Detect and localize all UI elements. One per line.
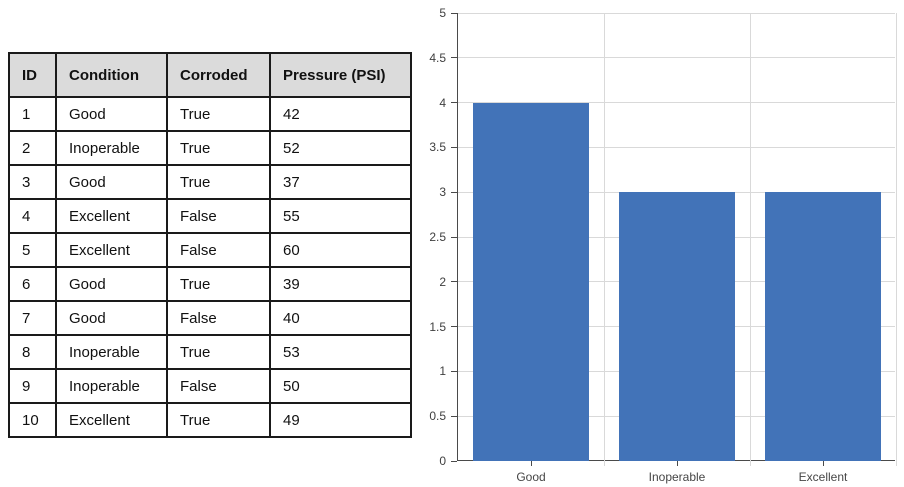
- table-row: 4 Excellent False 55: [8, 198, 412, 234]
- gridline-horizontal: [458, 57, 895, 59]
- table-cell: Excellent: [55, 402, 168, 438]
- table-cell: False: [166, 198, 271, 234]
- table-body: 1 Good True 42 2 Inoperable True 52 3 Good True 37 4…: [8, 96, 412, 438]
- table-cell: 37: [269, 164, 412, 200]
- table-cell: 55: [269, 198, 412, 234]
- table-cell: 10: [8, 402, 57, 438]
- y-axis-tick-label: 4: [439, 95, 446, 110]
- table-row: 2 Inoperable True 52: [8, 130, 412, 166]
- pressure-data-table: ID Condition Corroded Pressure (PSI) 1 Good T…: [8, 52, 412, 438]
- y-axis-tick-label: 0.5: [429, 409, 446, 424]
- x-axis-category-label: Good: [516, 470, 546, 484]
- table-row: 9 Inoperable False 50: [8, 368, 412, 404]
- table-cell: Good: [55, 96, 168, 132]
- y-axis-tick-label: 2: [439, 274, 446, 289]
- y-axis-tick: [450, 191, 457, 193]
- gridline-vertical: [603, 13, 605, 466]
- table-cell: 52: [269, 130, 412, 166]
- table-cell: 42: [269, 96, 412, 132]
- y-axis-tick: [450, 460, 457, 462]
- bar-excellent: [764, 192, 882, 461]
- table-row: 10 Excellent True 49: [8, 402, 412, 438]
- table-cell: 8: [8, 334, 57, 370]
- table-cell: 2: [8, 130, 57, 166]
- table-cell: False: [166, 368, 271, 404]
- table-cell: Inoperable: [55, 130, 168, 166]
- gridline-vertical: [749, 13, 751, 466]
- table-row: 1 Good True 42: [8, 96, 412, 132]
- bar-inoperable: [618, 192, 736, 461]
- table-cell: 3: [8, 164, 57, 200]
- y-axis-tick: [450, 281, 457, 283]
- table-cell: Inoperable: [55, 368, 168, 404]
- table-cell: 5: [8, 232, 57, 268]
- table-cell: False: [166, 232, 271, 268]
- column-header: Condition: [55, 52, 168, 98]
- gridline-horizontal: [458, 102, 895, 104]
- condition-bar-chart: 0 0.5 1 1.5 2 2.5 3 3.5 4 4.5 5 Good Inoperable Excel…: [427, 0, 904, 487]
- table-row: 7 Good False 40: [8, 300, 412, 336]
- table-cell: 1: [8, 96, 57, 132]
- y-axis-tick-label: 2.5: [429, 230, 446, 244]
- table-cell: Good: [55, 300, 168, 336]
- table-cell: 6: [8, 266, 57, 302]
- y-axis-tick-label: 1: [439, 364, 446, 379]
- gridline-horizontal: [458, 146, 895, 148]
- y-axis-tick: [450, 370, 457, 372]
- table-cell: True: [166, 130, 271, 166]
- y-axis-tick: [450, 326, 457, 328]
- y-axis-tick: [450, 102, 457, 104]
- chart-plot-area: 0 0.5 1 1.5 2 2.5 3 3.5 4 4.5 5 Good Inoperable Excel…: [429, 6, 897, 484]
- y-axis-tick-label: 4.5: [429, 50, 446, 65]
- table-cell: False: [166, 300, 271, 336]
- table-cell: True: [166, 266, 271, 302]
- column-header: ID: [8, 52, 57, 98]
- table-cell: True: [166, 96, 271, 132]
- x-axis-category-label: Excellent: [798, 470, 848, 484]
- y-axis-tick-label: 1.5: [429, 319, 446, 334]
- table-row: 5 Excellent False 60: [8, 232, 412, 268]
- table-cell: 39: [269, 266, 412, 302]
- table-header-row: ID Condition Corroded Pressure (PSI): [8, 52, 412, 98]
- table-cell: 7: [8, 300, 57, 336]
- y-axis-tick-label: 3: [439, 185, 446, 200]
- gridline-horizontal: [458, 12, 895, 14]
- table-cell: 50: [269, 368, 412, 404]
- x-axis-tick: [822, 461, 824, 466]
- table-cell: Inoperable: [55, 334, 168, 370]
- x-axis-tick: [530, 461, 532, 466]
- table-cell: 40: [269, 300, 412, 336]
- table-cell: Excellent: [55, 198, 168, 234]
- table-cell: Excellent: [55, 232, 168, 268]
- table-cell: 53: [269, 334, 412, 370]
- table-cell: 4: [8, 198, 57, 234]
- column-header: Corroded: [166, 52, 271, 98]
- table-row: 3 Good True 37: [8, 164, 412, 200]
- y-axis-tick: [450, 57, 457, 59]
- table-cell: True: [166, 164, 271, 200]
- table-cell: True: [166, 402, 271, 438]
- table-cell: 49: [269, 402, 412, 438]
- y-axis-tick: [450, 415, 457, 417]
- table-row: 8 Inoperable True 53: [8, 334, 412, 370]
- y-axis-tick: [450, 146, 457, 148]
- x-axis-category-label: Inoperable: [648, 470, 706, 484]
- table-cell: Good: [55, 164, 168, 200]
- gridline-vertical: [895, 13, 897, 466]
- y-axis-tick: [450, 12, 457, 14]
- y-axis-tick: [450, 236, 457, 238]
- table-cell: 9: [8, 368, 57, 404]
- x-axis-tick: [676, 461, 678, 466]
- table-cell: True: [166, 334, 271, 370]
- y-axis-tick-label: 0: [439, 454, 446, 468]
- y-axis-tick-label: 3.5: [429, 140, 446, 155]
- column-header: Pressure (PSI): [269, 52, 412, 98]
- bar-good: [472, 102, 590, 461]
- table-cell: Good: [55, 266, 168, 302]
- table-row: 6 Good True 39: [8, 266, 412, 302]
- table-cell: 60: [269, 232, 412, 268]
- y-axis-tick-label: 5: [439, 6, 446, 20]
